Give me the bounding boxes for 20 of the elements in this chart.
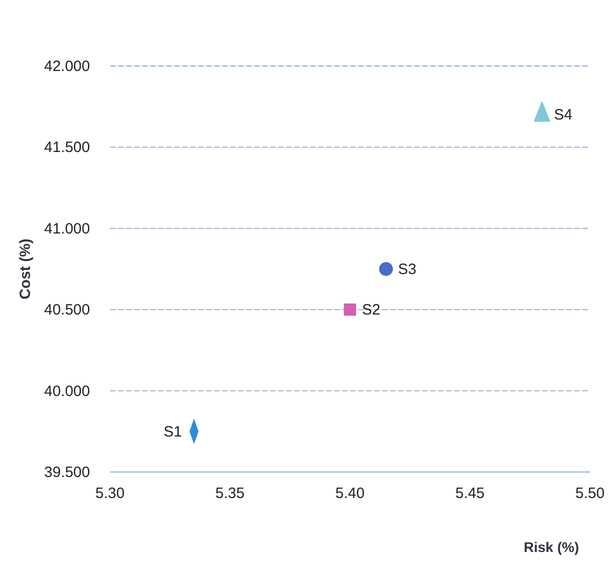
point [344,303,356,316]
x-axis-title: Risk (%) [524,539,579,555]
point [379,262,393,276]
point [534,100,550,122]
x-tick-label: 5.30 [95,485,125,502]
series-label: S1 [164,423,182,440]
x-tick-label: 5.50 [575,485,605,502]
x-tick-label: 5.40 [335,485,365,502]
y-axis-title: Cost (%) [17,238,34,300]
y-tick-label: 41.500 [44,139,90,156]
x-tick-label: 5.45 [455,485,485,502]
series-label: S2 [362,302,380,319]
y-tick-label: 40.000 [44,382,90,400]
series-label: S4 [554,106,572,124]
y-tick-label: 39.500 [44,464,90,481]
series-label: S3 [398,261,416,278]
y-tick-label: 40.500 [44,302,90,319]
y-tick-label: 42.000 [44,58,90,75]
y-tick-label: 41.000 [44,220,90,238]
x-tick-label: 5.35 [215,485,245,502]
